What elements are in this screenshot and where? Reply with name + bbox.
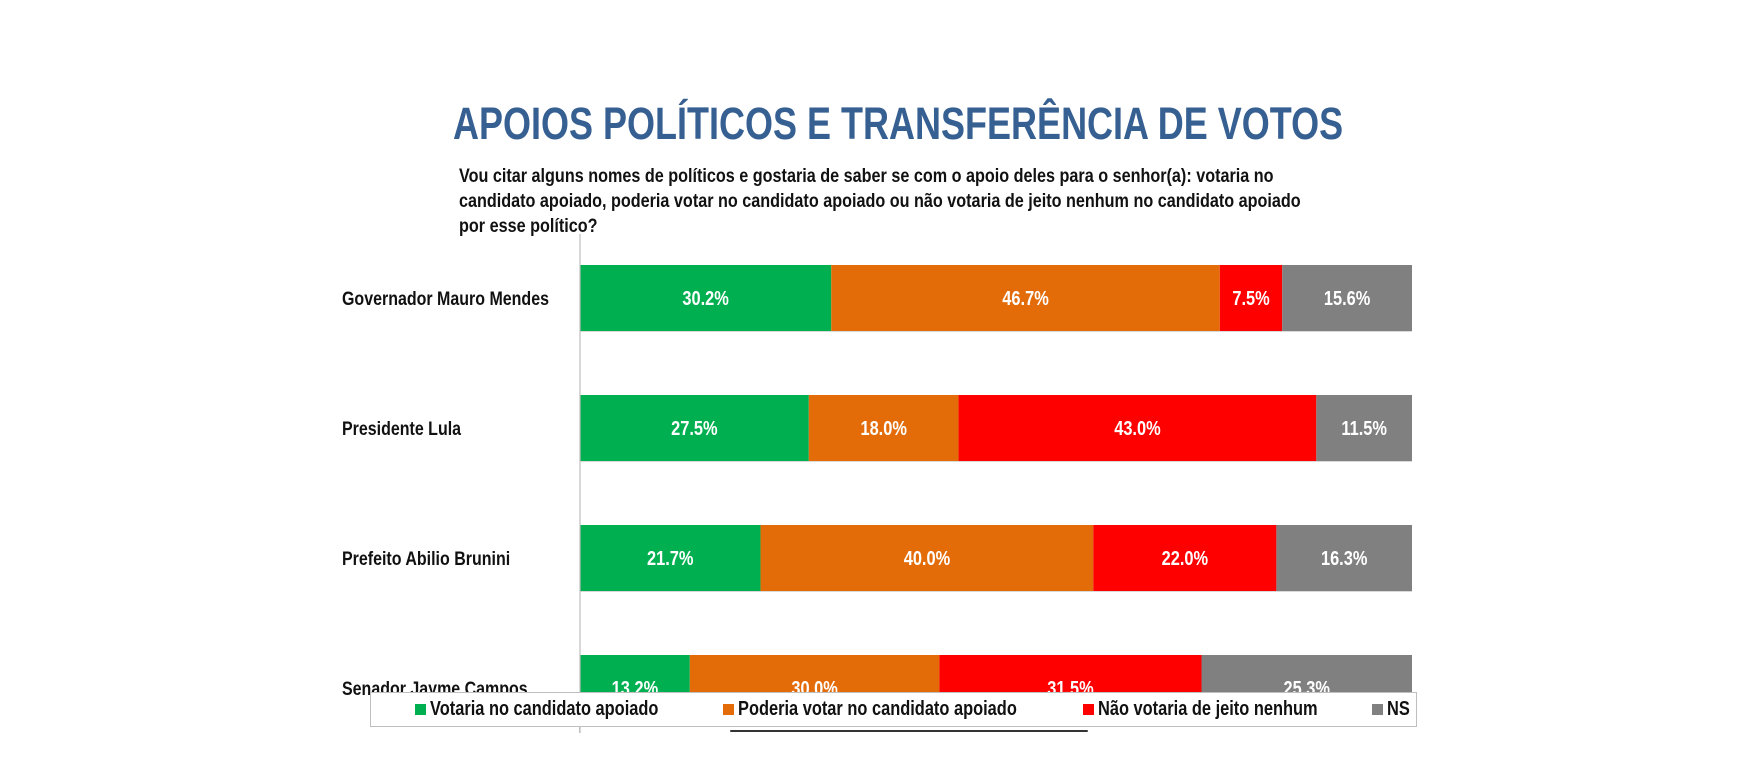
legend-label: Não votaria de jeito nenhum: [1098, 698, 1366, 721]
bar-segment-ns-prefeito-abilio-brunini: [1276, 525, 1412, 591]
data-label-nao-votaria-de-jeito-nenhum-prefeito-abilio-brunini: 22.0%: [1162, 546, 1208, 569]
chart-legend: Votaria no candidato apoiado Poderia vot…: [370, 692, 1417, 727]
legend-item: NS: [1372, 693, 1415, 726]
bar-segment-nao-votaria-de-jeito-nenhum-presidente-lula: [958, 395, 1317, 461]
chart-title-text: APOIOS POLÍTICOS E TRANSFERÊNCIA DE VOTO…: [453, 98, 1344, 149]
bar-segment-votaria-no-candidato-apoiado-presidente-lula: [580, 395, 809, 461]
legend-label-poderia: Poderia votar no candidato apoiado: [738, 698, 1017, 720]
data-label-ns-governador-mauro-mendes: 15.6%: [1324, 286, 1370, 309]
legend-swatch-ns: [1372, 704, 1383, 715]
legend-label: Poderia votar no candidato apoiado: [738, 698, 1078, 721]
data-label-ns-presidente-lula: 11.5%: [1341, 416, 1387, 439]
category-label-governador-mauro-mendes: Governador Mauro Mendes: [342, 288, 549, 310]
legend-item: Não votaria de jeito nenhum: [1083, 693, 1366, 726]
data-label-votaria-no-candidato-apoiado-governador-mauro-mendes: 30.2%: [682, 286, 728, 309]
bar-segment-nao-votaria-de-jeito-nenhum-prefeito-abilio-brunini: [1093, 525, 1277, 591]
legend-swatch-nao-votaria: [1083, 704, 1094, 715]
bar-segment-ns-governador-mauro-mendes: [1282, 265, 1412, 331]
bar-segment-votaria-no-candidato-apoiado-governador-mauro-mendes: [580, 265, 832, 331]
category-label-prefeito-abilio-brunini: Prefeito Abilio Brunini: [342, 548, 510, 570]
decorative-underline: [730, 730, 1088, 732]
legend-label: Votaria no candidato apoiado: [430, 698, 709, 721]
data-label-votaria-no-candidato-apoiado-presidente-lula: 27.5%: [671, 416, 717, 439]
legend-label-nao-votaria: Não votaria de jeito nenhum: [1098, 698, 1318, 720]
legend-swatch-votaria: [415, 704, 426, 715]
chart-title: APOIOS POLÍTICOS E TRANSFERÊNCIA DE VOTO…: [453, 98, 1566, 150]
data-label-poderia-votar-no-candidato-apoiado-presidente-lula: 18.0%: [860, 416, 906, 439]
y-axis-tail: [579, 727, 580, 733]
legend-item: Votaria no candidato apoiado: [415, 693, 709, 726]
question-line-1: Vou citar alguns nomes de políticos e go…: [459, 165, 1274, 187]
data-label-poderia-votar-no-candidato-apoiado-governador-mauro-mendes: 46.7%: [1002, 286, 1048, 309]
question-line: por esse político?: [459, 214, 1459, 239]
question-line-2: candidato apoiado, poderia votar no cand…: [459, 190, 1301, 212]
bar-segment-poderia-votar-no-candidato-apoiado-presidente-lula: [808, 395, 959, 461]
category-label-presidente-lula: Presidente Lula: [342, 418, 462, 440]
bar-segment-ns-presidente-lula: [1316, 395, 1412, 461]
legend-swatch-poderia: [723, 704, 734, 715]
data-label-nao-votaria-de-jeito-nenhum-governador-mauro-mendes: 7.5%: [1232, 286, 1269, 309]
legend-label-ns: NS: [1387, 698, 1410, 720]
bar-segment-poderia-votar-no-candidato-apoiado-governador-mauro-mendes: [831, 265, 1220, 331]
data-label-nao-votaria-de-jeito-nenhum-presidente-lula: 43.0%: [1114, 416, 1160, 439]
bar-segment-poderia-votar-no-candidato-apoiado-prefeito-abilio-brunini: [760, 525, 1094, 591]
data-label-poderia-votar-no-candidato-apoiado-prefeito-abilio-brunini: 40.0%: [904, 546, 950, 569]
question-line: Vou citar alguns nomes de políticos e go…: [459, 164, 1459, 189]
bar-segment-votaria-no-candidato-apoiado-prefeito-abilio-brunini: [580, 525, 761, 591]
legend-item: Poderia votar no candidato apoiado: [723, 693, 1078, 726]
bar-segment-nao-votaria-de-jeito-nenhum-governador-mauro-mendes: [1219, 265, 1283, 331]
legend-label-votaria: Votaria no candidato apoiado: [430, 698, 659, 720]
bars-group: Governador Mauro Mendes 30.2% 46.7% 7.5% 15.…: [342, 265, 1412, 722]
legend-label: NS: [1387, 698, 1415, 721]
question-line-3: por esse político?: [459, 215, 598, 237]
data-label-votaria-no-candidato-apoiado-prefeito-abilio-brunini: 21.7%: [647, 546, 693, 569]
chart-question: Vou citar alguns nomes de políticos e go…: [459, 164, 1459, 239]
question-line: candidato apoiado, poderia votar no cand…: [459, 189, 1459, 214]
data-label-ns-prefeito-abilio-brunini: 16.3%: [1321, 546, 1367, 569]
